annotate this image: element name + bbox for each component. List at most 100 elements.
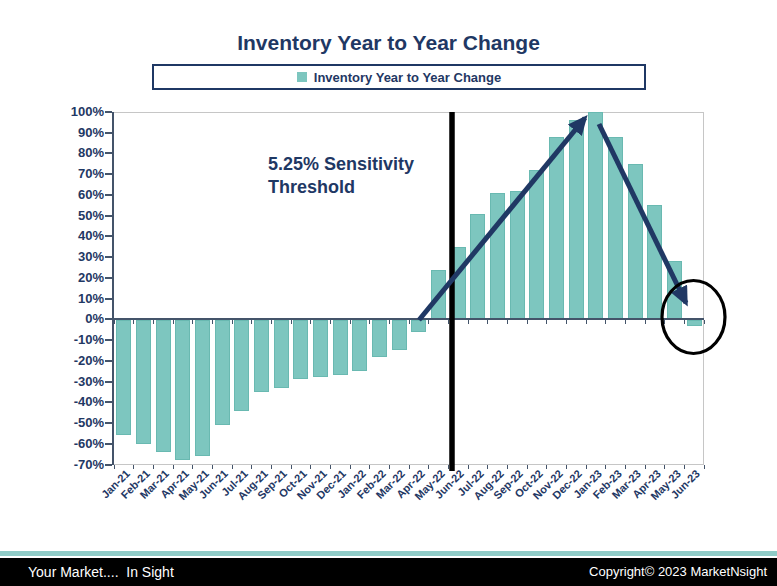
bar-Jun-23 <box>687 320 702 325</box>
bar-Jan-22 <box>352 320 367 371</box>
bottom-category-tick <box>507 465 508 469</box>
bar-Jun-22 <box>451 247 466 320</box>
y-tick-label: 10% <box>38 291 104 306</box>
y-tick-label: 30% <box>38 249 104 264</box>
category-tick <box>389 320 390 324</box>
bar-Mar-22 <box>392 320 407 350</box>
bottom-category-tick <box>153 465 154 469</box>
footer-right-text: Copyright© 2023 MarketNsight <box>589 558 767 586</box>
y-tick-label: 80% <box>38 145 104 160</box>
bottom-category-tick <box>704 465 705 469</box>
category-tick <box>527 320 528 324</box>
bar-Oct-21 <box>293 320 308 379</box>
bar-Mar-21 <box>156 320 171 452</box>
bar-Jun-21 <box>215 320 230 425</box>
bar-Dec-22 <box>569 120 584 319</box>
bottom-category-tick <box>212 465 213 469</box>
bottom-category-tick <box>192 465 193 469</box>
bar-Feb-23 <box>608 137 623 319</box>
category-tick <box>114 320 115 324</box>
bar-Oct-22 <box>529 170 544 319</box>
y-tick-label: 50% <box>38 208 104 223</box>
category-tick <box>350 320 351 324</box>
bottom-category-tick <box>546 465 547 469</box>
y-tick-label: 60% <box>38 187 104 202</box>
bar-Nov-22 <box>549 137 564 319</box>
bar-Feb-21 <box>136 320 151 443</box>
bottom-category-tick <box>684 465 685 469</box>
category-tick <box>173 320 174 324</box>
bottom-category-tick <box>487 465 488 469</box>
category-tick <box>369 320 370 324</box>
y-axis-tick <box>105 215 112 217</box>
bottom-category-tick <box>605 465 606 469</box>
y-tick-label: -10% <box>38 332 104 347</box>
y-tick-label: 40% <box>38 228 104 243</box>
category-tick <box>507 320 508 324</box>
bottom-category-tick <box>271 465 272 469</box>
y-tick-label: 90% <box>38 125 104 140</box>
category-tick <box>645 320 646 324</box>
bottom-category-tick <box>114 465 115 469</box>
category-tick <box>330 320 331 324</box>
y-tick-label: -70% <box>38 457 104 472</box>
category-tick <box>291 320 292 324</box>
y-axis-tick <box>105 422 112 424</box>
bar-Jan-21 <box>116 320 131 435</box>
bottom-category-tick <box>291 465 292 469</box>
bar-Aug-21 <box>254 320 269 392</box>
y-axis-tick <box>105 235 112 237</box>
bottom-category-tick <box>232 465 233 469</box>
y-tick-label: 0% <box>38 311 104 326</box>
y-tick-label: -50% <box>38 415 104 430</box>
y-axis-tick <box>105 381 112 383</box>
bottom-category-tick <box>428 465 429 469</box>
y-tick-label: 20% <box>38 270 104 285</box>
bottom-category-tick <box>527 465 528 469</box>
y-axis-tick <box>105 401 112 403</box>
bottom-category-tick <box>133 465 134 469</box>
footer-bar: Your Market.... In Sight Copyright© 2023… <box>0 558 777 586</box>
y-tick-label: 70% <box>38 166 104 181</box>
y-axis-tick <box>105 360 112 362</box>
category-tick <box>271 320 272 324</box>
y-axis-tick <box>105 194 112 196</box>
bottom-category-tick <box>586 465 587 469</box>
bar-May-22 <box>431 270 446 320</box>
category-tick <box>133 320 134 324</box>
bar-Jul-21 <box>234 320 249 410</box>
category-tick <box>625 320 626 324</box>
y-tick-label: 100% <box>38 104 104 119</box>
threshold-annotation-line1: 5.25% Sensitivity <box>268 154 414 174</box>
bar-Sep-22 <box>510 191 525 320</box>
bar-Feb-22 <box>372 320 387 356</box>
threshold-annotation-line2: Threshold <box>268 177 355 197</box>
y-axis-tick <box>105 111 112 113</box>
y-axis-tick <box>105 277 112 279</box>
bar-Apr-21 <box>175 320 190 460</box>
bottom-category-tick <box>409 465 410 469</box>
bottom-category-tick <box>664 465 665 469</box>
category-tick <box>546 320 547 324</box>
category-tick <box>212 320 213 324</box>
category-tick <box>153 320 154 324</box>
bottom-category-tick <box>645 465 646 469</box>
category-tick <box>487 320 488 324</box>
y-axis-tick <box>105 339 112 341</box>
category-tick <box>310 320 311 324</box>
bottom-category-tick <box>468 465 469 469</box>
footer-rule <box>0 551 777 556</box>
bar-Apr-23 <box>647 205 662 319</box>
category-tick <box>448 320 449 324</box>
category-tick <box>566 320 567 324</box>
bar-Mar-23 <box>628 164 643 320</box>
footer-left-text: Your Market.... In Sight <box>28 558 174 586</box>
bottom-category-tick <box>369 465 370 469</box>
category-tick <box>409 320 410 324</box>
y-axis-line <box>112 112 114 465</box>
bar-Apr-22 <box>411 320 426 331</box>
bar-Jan-23 <box>588 112 603 319</box>
bar-Sep-21 <box>274 320 289 387</box>
y-tick-label: -20% <box>38 353 104 368</box>
y-tick-label: -60% <box>38 436 104 451</box>
